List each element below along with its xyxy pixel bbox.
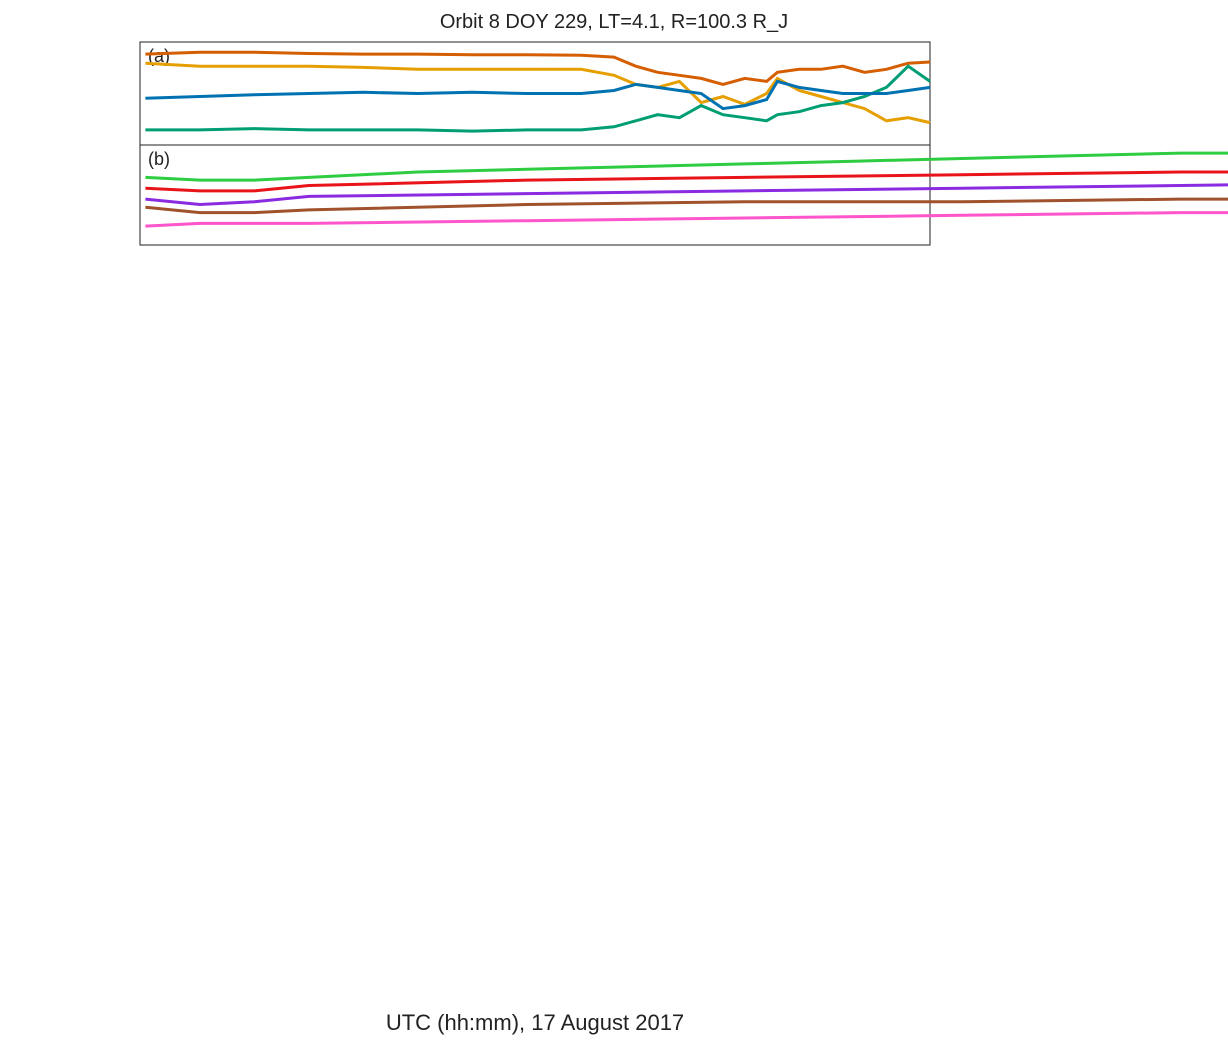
series-line: [145, 170, 1228, 193]
panel-letter: (a): [148, 46, 170, 66]
series-line: [145, 183, 1228, 207]
series-line: [145, 79, 931, 111]
panel-letter: (b): [148, 149, 170, 169]
panel-2: (b): [139, 144, 1228, 246]
series-line: [145, 211, 1228, 228]
series-line: [145, 197, 1228, 215]
panel-1: (a): [139, 41, 931, 146]
figure-title: Orbit 8 DOY 229, LT=4.1, R=100.3 R_J: [440, 11, 788, 33]
panels: (a) (b): [139, 41, 1228, 246]
series-line: [145, 50, 931, 86]
series-line: [145, 151, 1228, 182]
series-line: [145, 64, 931, 133]
panel-frame: [139, 144, 931, 246]
x-axis-label: UTC (hh:mm), 17 August 2017: [386, 1010, 684, 1035]
